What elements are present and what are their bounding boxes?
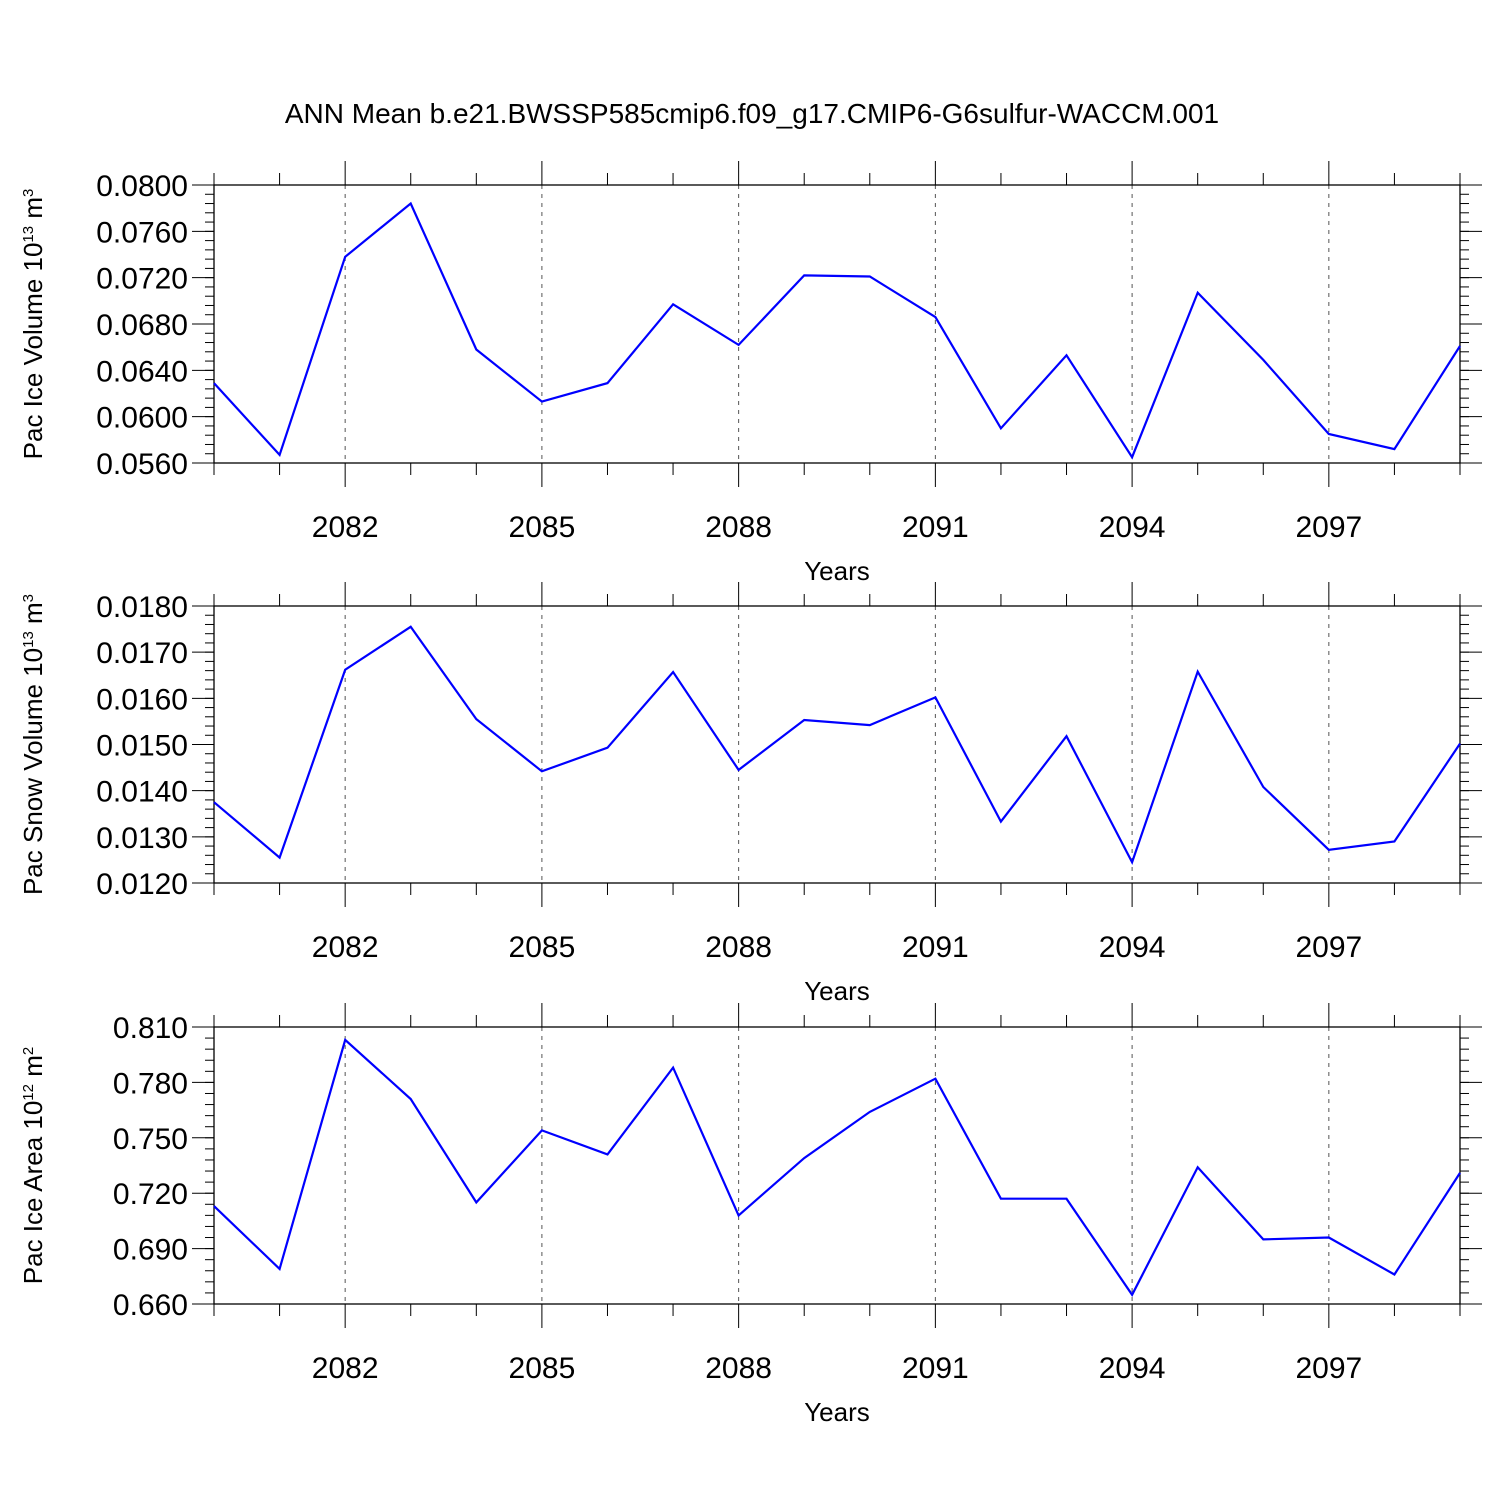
x-tick-label: 2097 xyxy=(1295,931,1362,964)
y-tick-label: 0.0120 xyxy=(96,868,188,901)
y-axis-label: Pac Ice Area 1012 m2 xyxy=(18,1047,48,1284)
series-line xyxy=(213,625,1461,865)
plot-frame xyxy=(213,605,1461,884)
x-tick-label: 2082 xyxy=(312,931,379,964)
chart-panel-2: 0.0120 0.0130 0.0140 0.0150 0.0160 0.0170 0.01… xyxy=(18,582,1482,1006)
x-tick-label: 2088 xyxy=(705,511,772,544)
y-tick-label: 0.0140 xyxy=(96,776,188,809)
figure-title: ANN Mean b.e21.BWSSP585cmip6.f09_g17.CMI… xyxy=(285,98,1219,129)
y-tick-label: 0.0640 xyxy=(96,355,188,388)
x-tick-label: 2082 xyxy=(312,511,379,544)
panels: 0.0560 0.0600 0.0640 0.0680 0.0720 0.0760 0.08… xyxy=(18,161,1482,1427)
chart-panel-1: 0.0560 0.0600 0.0640 0.0680 0.0720 0.0760 0.08… xyxy=(18,161,1482,586)
x-tick-label: 2094 xyxy=(1099,1352,1166,1385)
x-tick-label: 2097 xyxy=(1295,1352,1362,1385)
y-tick-label: 0.780 xyxy=(113,1067,188,1100)
y-axis-label: Pac Snow Volume 1013 m3 xyxy=(18,594,48,895)
y-tick-label: 0.0170 xyxy=(96,637,188,670)
x-tick-label: 2085 xyxy=(509,931,576,964)
x-tick-label: 2094 xyxy=(1099,511,1166,544)
y-tick-label: 0.0560 xyxy=(96,448,188,481)
x-axis-label: Years xyxy=(804,556,870,586)
x-tick-label: 2091 xyxy=(902,1352,969,1385)
y-tick-label: 0.690 xyxy=(113,1234,188,1267)
x-tick-label: 2091 xyxy=(902,931,969,964)
series-line xyxy=(213,1037,1461,1297)
x-axis-label: Years xyxy=(804,976,870,1006)
y-tick-label: 0.0160 xyxy=(96,683,188,716)
y-tick-label: 0.660 xyxy=(113,1289,188,1322)
y-tick-label: 0.750 xyxy=(113,1123,188,1156)
x-tick-label: 2085 xyxy=(509,1352,576,1385)
plot-frame xyxy=(213,1026,1461,1305)
x-tick-label: 2094 xyxy=(1099,931,1166,964)
x-tick-label: 2091 xyxy=(902,511,969,544)
y-tick-label: 0.810 xyxy=(113,1012,188,1045)
x-axis-label: Years xyxy=(804,1397,870,1427)
y-tick-label: 0.0720 xyxy=(96,263,188,296)
y-axis-label: Pac Ice Volume 1013 m3 xyxy=(18,189,48,460)
y-tick-label: 0.0760 xyxy=(96,216,188,249)
x-tick-label: 2097 xyxy=(1295,511,1362,544)
y-tick-label: 0.0150 xyxy=(96,730,188,763)
series-line xyxy=(213,201,1461,460)
y-tick-label: 0.720 xyxy=(113,1178,188,1211)
y-tick-label: 0.0130 xyxy=(96,822,188,855)
y-tick-label: 0.0180 xyxy=(96,591,188,624)
y-tick-label: 0.0800 xyxy=(96,170,188,203)
plot-frame xyxy=(213,184,1461,464)
x-tick-label: 2082 xyxy=(312,1352,379,1385)
y-tick-label: 0.0600 xyxy=(96,402,188,435)
x-tick-label: 2085 xyxy=(509,511,576,544)
x-tick-label: 2088 xyxy=(705,931,772,964)
y-tick-label: 0.0680 xyxy=(96,309,188,342)
x-tick-label: 2088 xyxy=(705,1352,772,1385)
chart-panel-3: 0.660 0.690 0.720 0.750 0.780 0.810 2082 2085 20… xyxy=(18,1003,1482,1427)
